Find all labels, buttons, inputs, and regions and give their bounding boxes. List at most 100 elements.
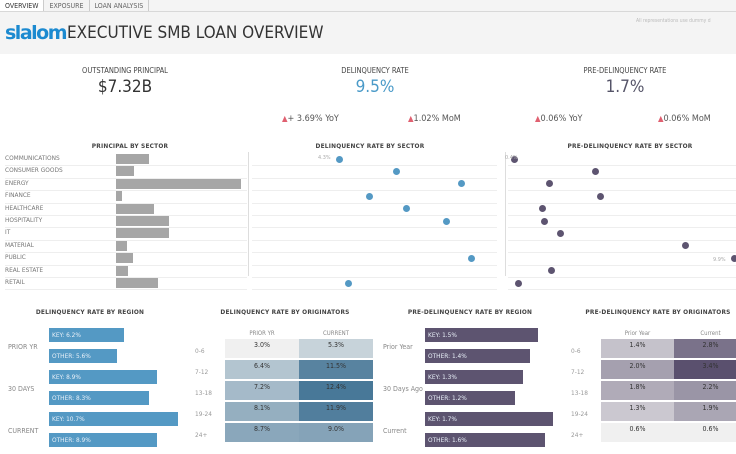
region-label: 30 DAYS [8, 385, 35, 393]
region-bar: OTHER: 1.2% [425, 391, 515, 405]
row-label: 13-18 [571, 389, 588, 397]
row-divider [252, 190, 497, 192]
kpi-value-delinquency: 9.5% [355, 77, 395, 97]
predelinquency-mom: ▲0.06% MoM [658, 114, 711, 124]
region-bar: OTHER: 5.6% [49, 349, 117, 363]
delinquency-dot [403, 205, 411, 213]
row-divider [252, 252, 497, 254]
delinquency-dot [457, 180, 465, 188]
kpi-value-predelinquency: 1.7% [605, 77, 645, 97]
row-divider [5, 190, 247, 192]
principal-bar [116, 278, 158, 288]
row-divider [508, 190, 736, 192]
chart-title-predelinquency-originators: PRE-DELINQUENCY RATE BY ORIGINATORS [585, 308, 731, 316]
max-label: 9.9% [713, 257, 726, 263]
row-label: 19-24 [195, 410, 212, 418]
predelinquency-dot [538, 205, 546, 213]
principal-bar [116, 191, 123, 202]
heatmap-cell: 9.0% [299, 423, 373, 443]
heatmap-cell: 3.0% [225, 339, 299, 359]
row-divider [5, 202, 247, 204]
delinquency-dot [468, 254, 476, 262]
principal-bar [116, 228, 169, 239]
heatmap-cell: 1.3% [601, 402, 674, 422]
row-divider [252, 215, 497, 216]
region-bar: KEY: 1.5% [425, 328, 538, 342]
row-divider [508, 165, 736, 167]
column-header: Prior Year [624, 330, 651, 337]
row-label: 7-12 [195, 368, 209, 376]
heatmap-cell: 8.7% [225, 423, 299, 443]
row-divider [5, 227, 247, 229]
region-label: Prior Year [383, 343, 413, 351]
heatmap-cell: 2.2% [674, 381, 736, 401]
row-divider [5, 215, 247, 216]
predelinquency-dot [731, 254, 736, 262]
heatmap-cell: 3.4% [674, 360, 736, 380]
min-label: 4.3% [318, 155, 331, 161]
delinquency-yoy: ▲+ 3.69% YoY [282, 114, 339, 124]
up-triangle-icon: ▲ [282, 114, 288, 123]
chart-title-delinquency-originators: DELINQUENCY RATE BY ORIGINATORS [220, 308, 350, 316]
row-divider [252, 239, 497, 241]
page-title: EXECUTIVE SMB LOAN OVERVIEW [67, 23, 324, 43]
chart-title-predelinquency-sector: PRE-DELINQUENCY RATE BY SECTOR [567, 142, 693, 150]
heatmap-cell: 2.0% [601, 360, 674, 380]
tab-exposure[interactable]: EXPOSURE [44, 0, 90, 11]
disclaimer: All representations use dummy d [636, 18, 711, 24]
predelinquency-dot [682, 242, 690, 250]
predelinquency-dot [545, 180, 553, 188]
region-bar: KEY: 10.7% [49, 412, 179, 426]
predelinquency-dot [591, 167, 599, 175]
sector-label: CONSUMER GOODS [5, 166, 63, 175]
row-divider [5, 289, 247, 291]
region-label: CURRENT [8, 427, 39, 435]
region-bar: KEY: 6.2% [49, 328, 125, 342]
row-divider [508, 227, 736, 229]
row-label: 0-6 [195, 347, 205, 355]
row-label: 24+ [195, 431, 208, 439]
row-divider [508, 239, 736, 241]
heatmap-cell: 11.9% [299, 402, 373, 422]
row-divider [508, 202, 736, 204]
region-label: Current [383, 427, 407, 435]
predelinquency-dot [547, 267, 555, 275]
row-divider [508, 289, 736, 291]
tab-overview[interactable]: OVERVIEW [0, 0, 45, 11]
predelinquency-dot [557, 229, 565, 237]
delinquency-dot [336, 155, 344, 163]
region-label: 30 Days Ago [383, 385, 423, 393]
row-divider [5, 252, 247, 254]
sector-label: MATERIAL [5, 240, 34, 249]
kpi-label-predelinquency: PRE-DELINQUENCY RATE [583, 66, 667, 75]
heatmap-cell: 0.6% [601, 423, 674, 443]
row-divider [508, 177, 736, 179]
up-triangle-icon: ▲ [535, 114, 541, 123]
heatmap-cell: 1.9% [674, 402, 736, 422]
heatmap-cell: 6.4% [225, 360, 299, 380]
sector-label: HOSPITALITY [5, 216, 43, 224]
sector-label: RETAIL [5, 278, 25, 286]
delinquency-dot [365, 192, 373, 200]
tab-loan-analysis[interactable]: LOAN ANALYSIS [90, 0, 150, 11]
column-header: Current [700, 330, 721, 337]
kpi-label-delinquency: DELINQUENCY RATE [341, 66, 409, 75]
principal-bar [116, 216, 169, 226]
principal-bar [116, 166, 134, 177]
row-divider [252, 264, 497, 266]
row-divider [508, 252, 736, 254]
region-bar: KEY: 1.3% [425, 370, 523, 384]
tab-bar: OVERVIEW EXPOSURE LOAN ANALYSIS [0, 0, 736, 12]
delinquency-dot [442, 217, 450, 225]
chart-title-delinquency-region: DELINQUENCY RATE BY REGION [35, 308, 145, 316]
chart-title-principal-sector: PRINCIPAL BY SECTOR [91, 142, 169, 150]
delinquency-dot [344, 279, 352, 287]
row-divider [252, 227, 497, 229]
header: slalom EXECUTIVE SMB LOAN OVERVIEW All r… [0, 12, 736, 54]
chart-title-delinquency-sector: DELINQUENCY RATE BY SECTOR [315, 142, 425, 150]
sector-label: PUBLIC [5, 253, 26, 262]
kpi-label-principal: OUTSTANDING PRINCIPAL [82, 66, 168, 75]
region-bar: KEY: 1.7% [425, 412, 553, 426]
region-bar: KEY: 8.9% [49, 370, 157, 384]
row-label: 13-18 [195, 389, 212, 397]
